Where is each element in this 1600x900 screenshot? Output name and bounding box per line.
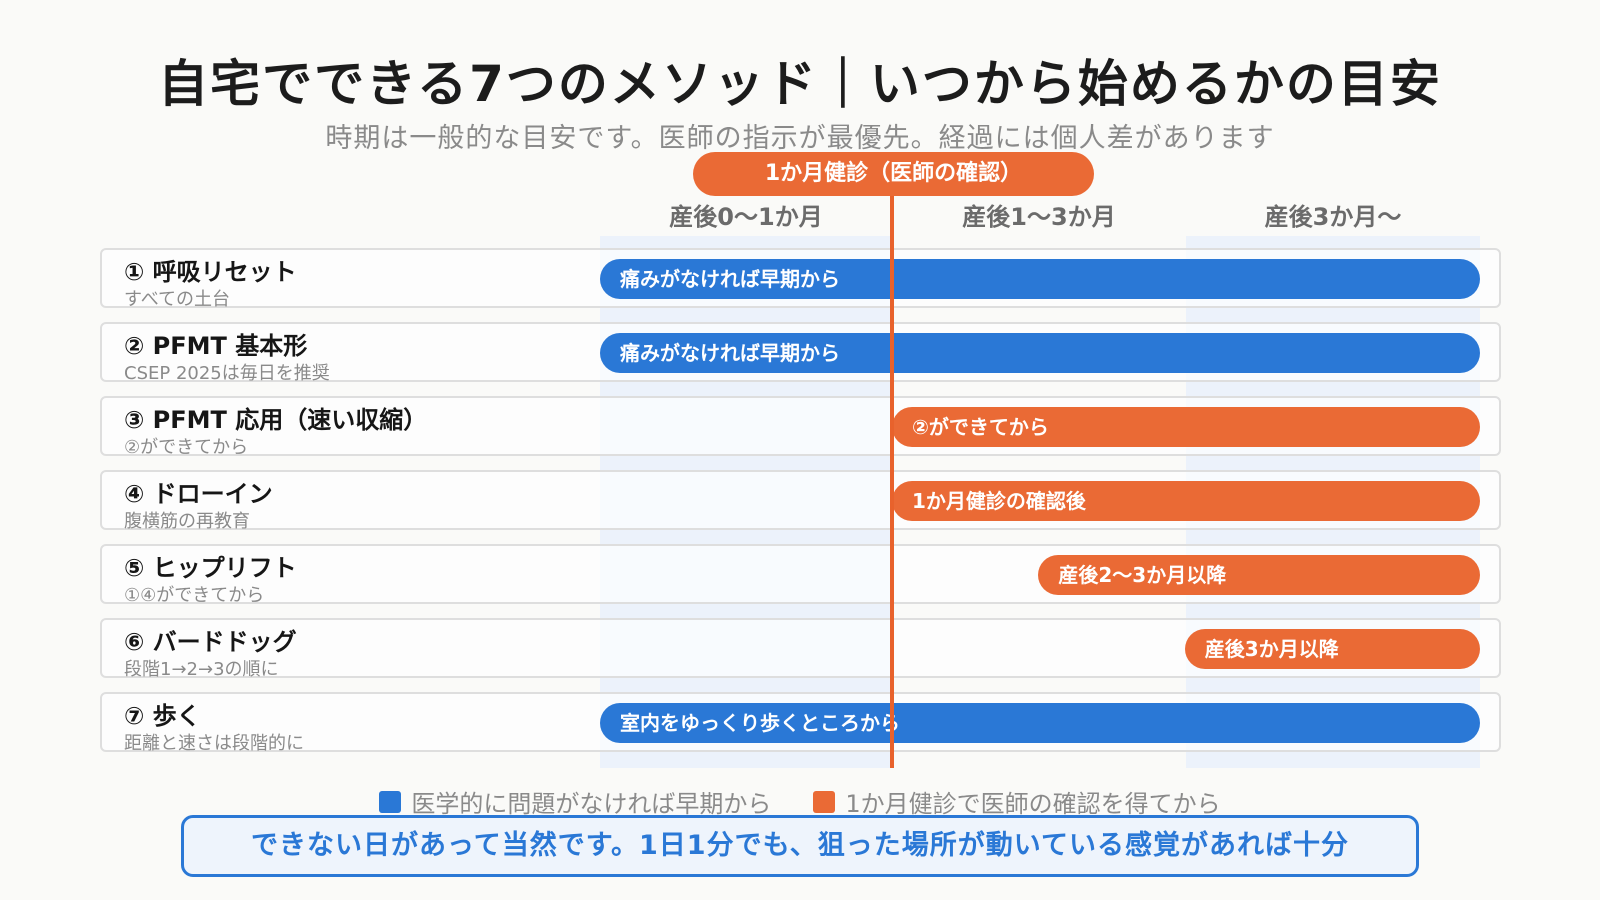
timing-bar: 産後2〜3か月以降 [1038,555,1480,595]
checkup-badge: 1か月健診（医師の確認） [693,152,1094,196]
page-title: 自宅でできる7つのメソッド｜いつから始めるかの目安 [158,55,1442,113]
timing-bar: 室内をゆっくり歩くところから [600,703,1480,743]
method-name: ⑦ 歩く [124,702,201,730]
method-note: 段階1→2→3の順に [124,659,279,680]
page-subtitle: 時期は一般的な目安です。医師の指示が最優先。経過には個人差があります [325,123,1275,154]
column-header-3m-plus: 産後3か月〜 [1264,203,1402,231]
method-name: ⑥ バードドッグ [124,628,297,656]
legend: 医学的に問題がなければ早期から 1か月健診で医師の確認を得てから [0,784,1600,819]
timing-bar: 痛みがなければ早期から [600,259,1480,299]
legend-label-orange: 1か月健診で医師の確認を得てから [845,790,1221,818]
method-note: ②ができてから [124,437,249,458]
method-note: ①④ができてから [124,585,265,606]
legend-swatch-orange [813,790,836,813]
method-name: ③ PFMT 応用（速い収縮） [124,406,428,434]
legend-item-blue: 医学的に問題がなければ早期から [379,784,771,819]
timing-bar: ②ができてから [892,407,1480,447]
footer-message: できない日があって当然です。1日1分でも、狙った場所が動いている感覚があれば十分 [181,815,1419,877]
legend-swatch-blue [379,790,402,813]
timing-bar: 1か月健診の確認後 [892,481,1480,521]
legend-item-orange: 1か月健診で医師の確認を得てから [813,784,1221,819]
timing-bar: 産後3か月以降 [1184,629,1480,669]
method-note: 距離と速さは段階的に [124,733,304,754]
method-name: ② PFMT 基本形 [124,332,308,360]
method-note: すべての土台 [124,289,231,310]
method-note: 腹横筋の再教育 [124,511,250,532]
column-header-1-3m: 産後1〜3か月 [962,203,1116,231]
column-header-0-1m: 産後0〜1か月 [669,203,823,231]
method-note: CSEP 2025は毎日を推奨 [124,363,330,384]
timing-bar: 痛みがなければ早期から [600,333,1480,373]
method-name: ⑤ ヒップリフト [124,554,297,582]
method-name: ④ ドローイン [124,480,273,508]
method-name: ① 呼吸リセット [124,258,297,286]
legend-label-blue: 医学的に問題がなければ早期から [411,790,772,818]
checkup-marker-line [890,196,894,768]
